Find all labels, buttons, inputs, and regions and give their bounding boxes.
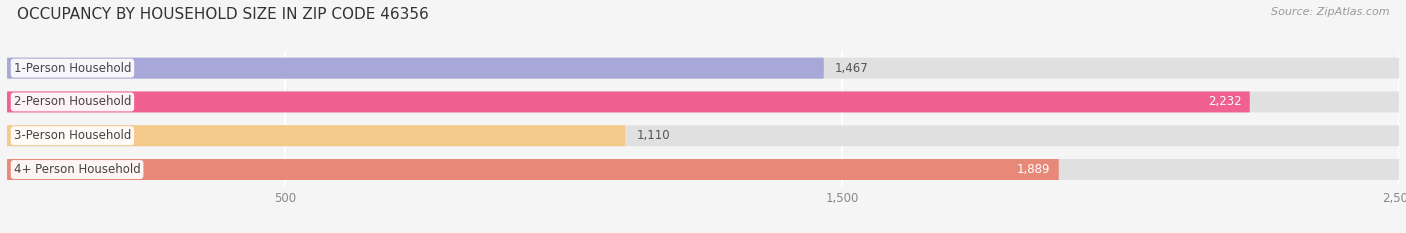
Text: OCCUPANCY BY HOUSEHOLD SIZE IN ZIP CODE 46356: OCCUPANCY BY HOUSEHOLD SIZE IN ZIP CODE … — [17, 7, 429, 22]
FancyBboxPatch shape — [7, 58, 1399, 79]
Text: Source: ZipAtlas.com: Source: ZipAtlas.com — [1271, 7, 1389, 17]
Text: 1,110: 1,110 — [636, 129, 669, 142]
Text: 1,889: 1,889 — [1017, 163, 1050, 176]
Text: 1-Person Household: 1-Person Household — [14, 62, 131, 75]
Text: 3-Person Household: 3-Person Household — [14, 129, 131, 142]
FancyBboxPatch shape — [7, 58, 824, 79]
Text: 2,232: 2,232 — [1208, 96, 1241, 108]
FancyBboxPatch shape — [7, 92, 1399, 112]
FancyBboxPatch shape — [7, 125, 1399, 146]
FancyBboxPatch shape — [7, 159, 1059, 180]
Text: 4+ Person Household: 4+ Person Household — [14, 163, 141, 176]
Text: 1,467: 1,467 — [835, 62, 869, 75]
Text: 2-Person Household: 2-Person Household — [14, 96, 131, 108]
FancyBboxPatch shape — [7, 125, 626, 146]
FancyBboxPatch shape — [7, 159, 1399, 180]
FancyBboxPatch shape — [7, 92, 1250, 112]
